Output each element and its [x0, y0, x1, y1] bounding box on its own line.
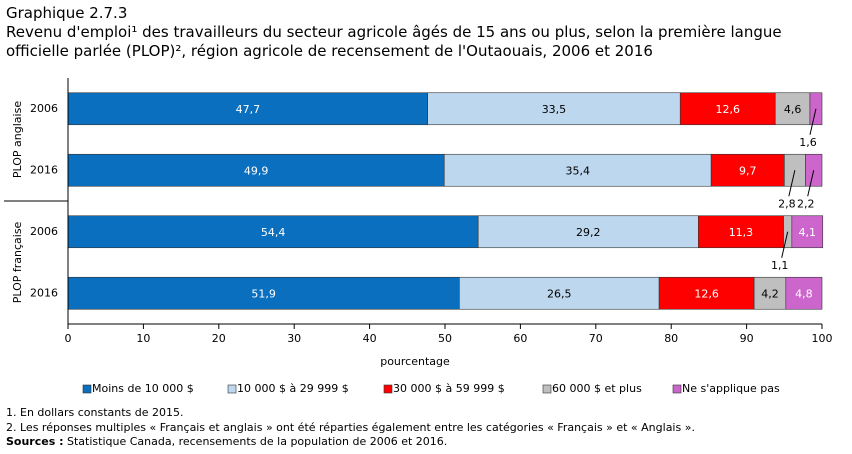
- category-label: 2006: [30, 102, 58, 115]
- bar-segment: [477, 215, 699, 249]
- value-label: 49,9: [244, 164, 269, 177]
- value-label: 2,8: [778, 197, 796, 210]
- x-tick-label: 50: [438, 332, 452, 345]
- legend-label: 30 000 $ à 59 999 $: [393, 382, 505, 395]
- x-tick-label: 70: [589, 332, 603, 345]
- value-label: 1,1: [771, 259, 789, 272]
- chart-title: Graphique 2.7.3: [6, 4, 128, 22]
- category-label: 2016: [30, 163, 58, 176]
- value-label: 33,5: [542, 103, 567, 116]
- x-tick-label: 60: [513, 332, 527, 345]
- bar-segment: [67, 276, 460, 310]
- bar-segment: [698, 215, 784, 249]
- x-tick-label: 80: [664, 332, 678, 345]
- legend-swatch: [227, 384, 237, 394]
- x-axis-label: pourcentage: [380, 355, 450, 368]
- value-label: 12,6: [694, 287, 719, 300]
- bar-segment: [67, 92, 428, 126]
- source-label: Sources :: [6, 435, 64, 448]
- value-label: 2,2: [797, 197, 815, 210]
- leader-line: [807, 170, 815, 197]
- value-label: 47,7: [236, 103, 261, 116]
- bar-segment: [459, 276, 660, 310]
- bar-segment: [443, 153, 712, 187]
- value-label: 29,2: [576, 226, 601, 239]
- value-label: 12,6: [716, 103, 741, 116]
- value-label: 9,7: [739, 164, 757, 177]
- value-label: 1,6: [799, 136, 817, 149]
- legend-label: 60 000 $ et plus: [552, 382, 642, 395]
- legend-swatch: [383, 384, 393, 394]
- legend-label: Moins de 10 000 $: [92, 382, 194, 395]
- x-tick-label: 20: [212, 332, 226, 345]
- source: Sources : Statistique Canada, recensemen…: [6, 435, 695, 450]
- bar-segment: [753, 276, 787, 310]
- leader-line: [809, 108, 817, 135]
- legend-swatch: [82, 384, 92, 394]
- value-label: 4,1: [799, 226, 817, 239]
- value-label: 35,4: [565, 164, 590, 177]
- leader-line: [781, 231, 789, 258]
- value-label: 26,5: [547, 287, 572, 300]
- bar-segment: [679, 92, 776, 126]
- note: 1. En dollars constants de 2015.: [6, 406, 184, 419]
- bar-segment: [774, 92, 811, 126]
- legend-swatch: [672, 384, 682, 394]
- value-label: 4,2: [761, 287, 779, 300]
- value-label: 4,6: [784, 103, 802, 116]
- group-label: PLOP anglaise: [11, 101, 24, 178]
- x-tick-label: 10: [136, 332, 150, 345]
- x-tick-label: 0: [65, 332, 72, 345]
- category-label: 2006: [30, 225, 58, 238]
- leader-line: [788, 170, 796, 197]
- x-tick-label: 100: [812, 332, 833, 345]
- x-tick-label: 90: [740, 332, 754, 345]
- value-label: 11,3: [729, 226, 754, 239]
- chart-subtitle: Revenu d'emploi¹ des travailleurs du sec…: [6, 23, 782, 60]
- header: Graphique 2.7.3 Revenu d'emploi¹ des tra…: [6, 4, 806, 61]
- x-tick-label: 30: [287, 332, 301, 345]
- bar-segment: [427, 92, 681, 126]
- bar-segment: [791, 215, 824, 249]
- value-label: 4,8: [795, 287, 813, 300]
- group-label: PLOP française: [11, 221, 24, 303]
- value-label: 51,9: [251, 287, 276, 300]
- legend-swatch: [542, 384, 552, 394]
- x-tick-label: 40: [363, 332, 377, 345]
- bar-segment: [710, 153, 785, 187]
- category-label: 2016: [30, 286, 58, 299]
- value-label: 54,4: [261, 226, 286, 239]
- legend-label: 10 000 $ à 29 999 $: [237, 382, 349, 395]
- legend-label: Ne s'applique pas: [682, 382, 780, 395]
- source-text: Statistique Canada, recensements de la p…: [67, 435, 448, 448]
- bar-segment: [658, 276, 755, 310]
- note: 2. Les réponses multiples « Français et …: [6, 420, 695, 434]
- footnotes: 1. En dollars constants de 2015. 2. Les …: [6, 406, 695, 450]
- bar-segment: [785, 276, 823, 310]
- bar-segment: [67, 215, 479, 249]
